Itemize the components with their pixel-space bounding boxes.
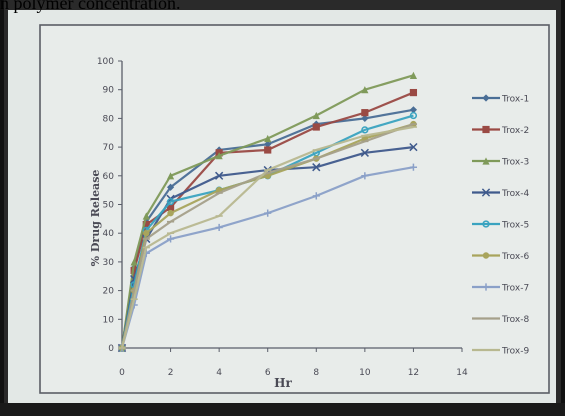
series-trox-6 [118, 120, 417, 352]
legend-label: Trox-6 [501, 252, 529, 262]
data-point [361, 126, 369, 134]
data-point [264, 146, 272, 154]
legend-item: Trox-9 [472, 347, 529, 357]
legend-marker [482, 252, 490, 259]
y-tick-label: 0 [108, 344, 114, 354]
x-tick-label: 4 [216, 368, 222, 378]
data-point [409, 142, 418, 152]
legend-marker [481, 188, 491, 197]
data-point [312, 163, 321, 172]
y-tick-label: 90 [103, 86, 115, 96]
legend-marker [482, 94, 490, 102]
data-point [361, 114, 369, 122]
x-axis-label: Hr [274, 376, 292, 390]
legend-item: Trox-2 [472, 125, 529, 136]
y-tick-label: 60 [103, 172, 115, 182]
y-tick-label: 20 [103, 287, 115, 297]
data-point [167, 209, 174, 217]
axes: 0 10 20 30 40 50 60 70 80 90 100 0 2 4 6 8 10 12 14 [97, 57, 468, 378]
series-trox-8 [118, 123, 418, 349]
x-tick-label: 0 [119, 368, 125, 378]
legend-item: Trox-1 [472, 94, 529, 105]
y-tick-label: 40 [103, 229, 115, 239]
data-point [166, 183, 175, 191]
data-point [215, 171, 224, 180]
y-tick-label: 30 [103, 258, 115, 268]
series-line [120, 125, 414, 349]
data-point [312, 123, 320, 131]
data-point [409, 71, 418, 79]
data-point [166, 198, 175, 206]
legend-label: Trox-9 [501, 347, 529, 357]
legend-label: Trox-1 [501, 95, 529, 105]
data-point [166, 172, 175, 180]
data-point [143, 229, 150, 237]
legend-item: Trox-5 [472, 220, 529, 231]
x-tick-label: 14 [456, 368, 468, 378]
legend-label: Trox-2 [501, 126, 529, 136]
legend-label: Trox-4 [501, 189, 529, 199]
y-tick-label: 100 [97, 57, 114, 67]
y-axis-label: % Drug Release [89, 170, 102, 267]
data-point [312, 192, 320, 200]
legend-marker [482, 157, 490, 165]
legend-item: Trox-4 [472, 188, 529, 199]
caption-text: n polymer concentration. [0, 0, 181, 13]
series-layer [117, 71, 418, 353]
y-tick-label: 10 [103, 315, 115, 325]
data-point [166, 235, 175, 243]
series-trox-7 [118, 163, 418, 352]
data-point [142, 212, 150, 220]
data-point [361, 86, 369, 94]
legend-item: Trox-8 [472, 315, 529, 325]
data-point [264, 209, 272, 217]
data-point [215, 152, 223, 160]
x-tick-label: 10 [359, 368, 371, 378]
x-tick-label: 8 [313, 368, 319, 378]
data-point [360, 148, 369, 157]
series-trox-3 [118, 71, 418, 352]
data-point [409, 111, 418, 120]
data-point [215, 223, 223, 232]
x-tick-label: 2 [168, 368, 174, 378]
y-tick-label: 80 [103, 114, 115, 124]
legend-marker [482, 125, 490, 134]
legend-label: Trox-3 [501, 158, 529, 168]
data-point [361, 172, 369, 180]
legend-label: Trox-5 [501, 221, 529, 231]
data-point [130, 266, 138, 275]
series-line [120, 91, 414, 349]
data-point [264, 134, 272, 143]
legend-item: Trox-6 [472, 252, 529, 262]
series-trox-1 [118, 106, 418, 352]
legend-item: Trox-7 [472, 283, 529, 294]
data-point [361, 109, 369, 117]
series-trox-9 [118, 125, 418, 349]
x-tick-label: 12 [408, 368, 419, 378]
data-point [142, 220, 150, 229]
legend-item: Trox-3 [472, 157, 529, 168]
data-point [312, 111, 320, 120]
y-tick-label: 70 [103, 143, 115, 153]
data-point [409, 106, 418, 114]
data-point [409, 163, 418, 171]
data-point [166, 203, 175, 211]
legend-marker [482, 283, 490, 291]
data-point [264, 140, 272, 148]
legend: Trox-1 Trox-2 Trox-3 Trox-4 Trox-5 Trox-6 Trox… [472, 94, 529, 357]
x-tick-label: 6 [265, 368, 271, 378]
data-point [130, 258, 138, 266]
y-tick-label: 50 [103, 201, 115, 211]
legend-label: Trox-7 [501, 284, 529, 294]
legend-marker [482, 220, 490, 228]
data-point [409, 88, 418, 97]
legend-label: Trox-8 [501, 315, 529, 325]
